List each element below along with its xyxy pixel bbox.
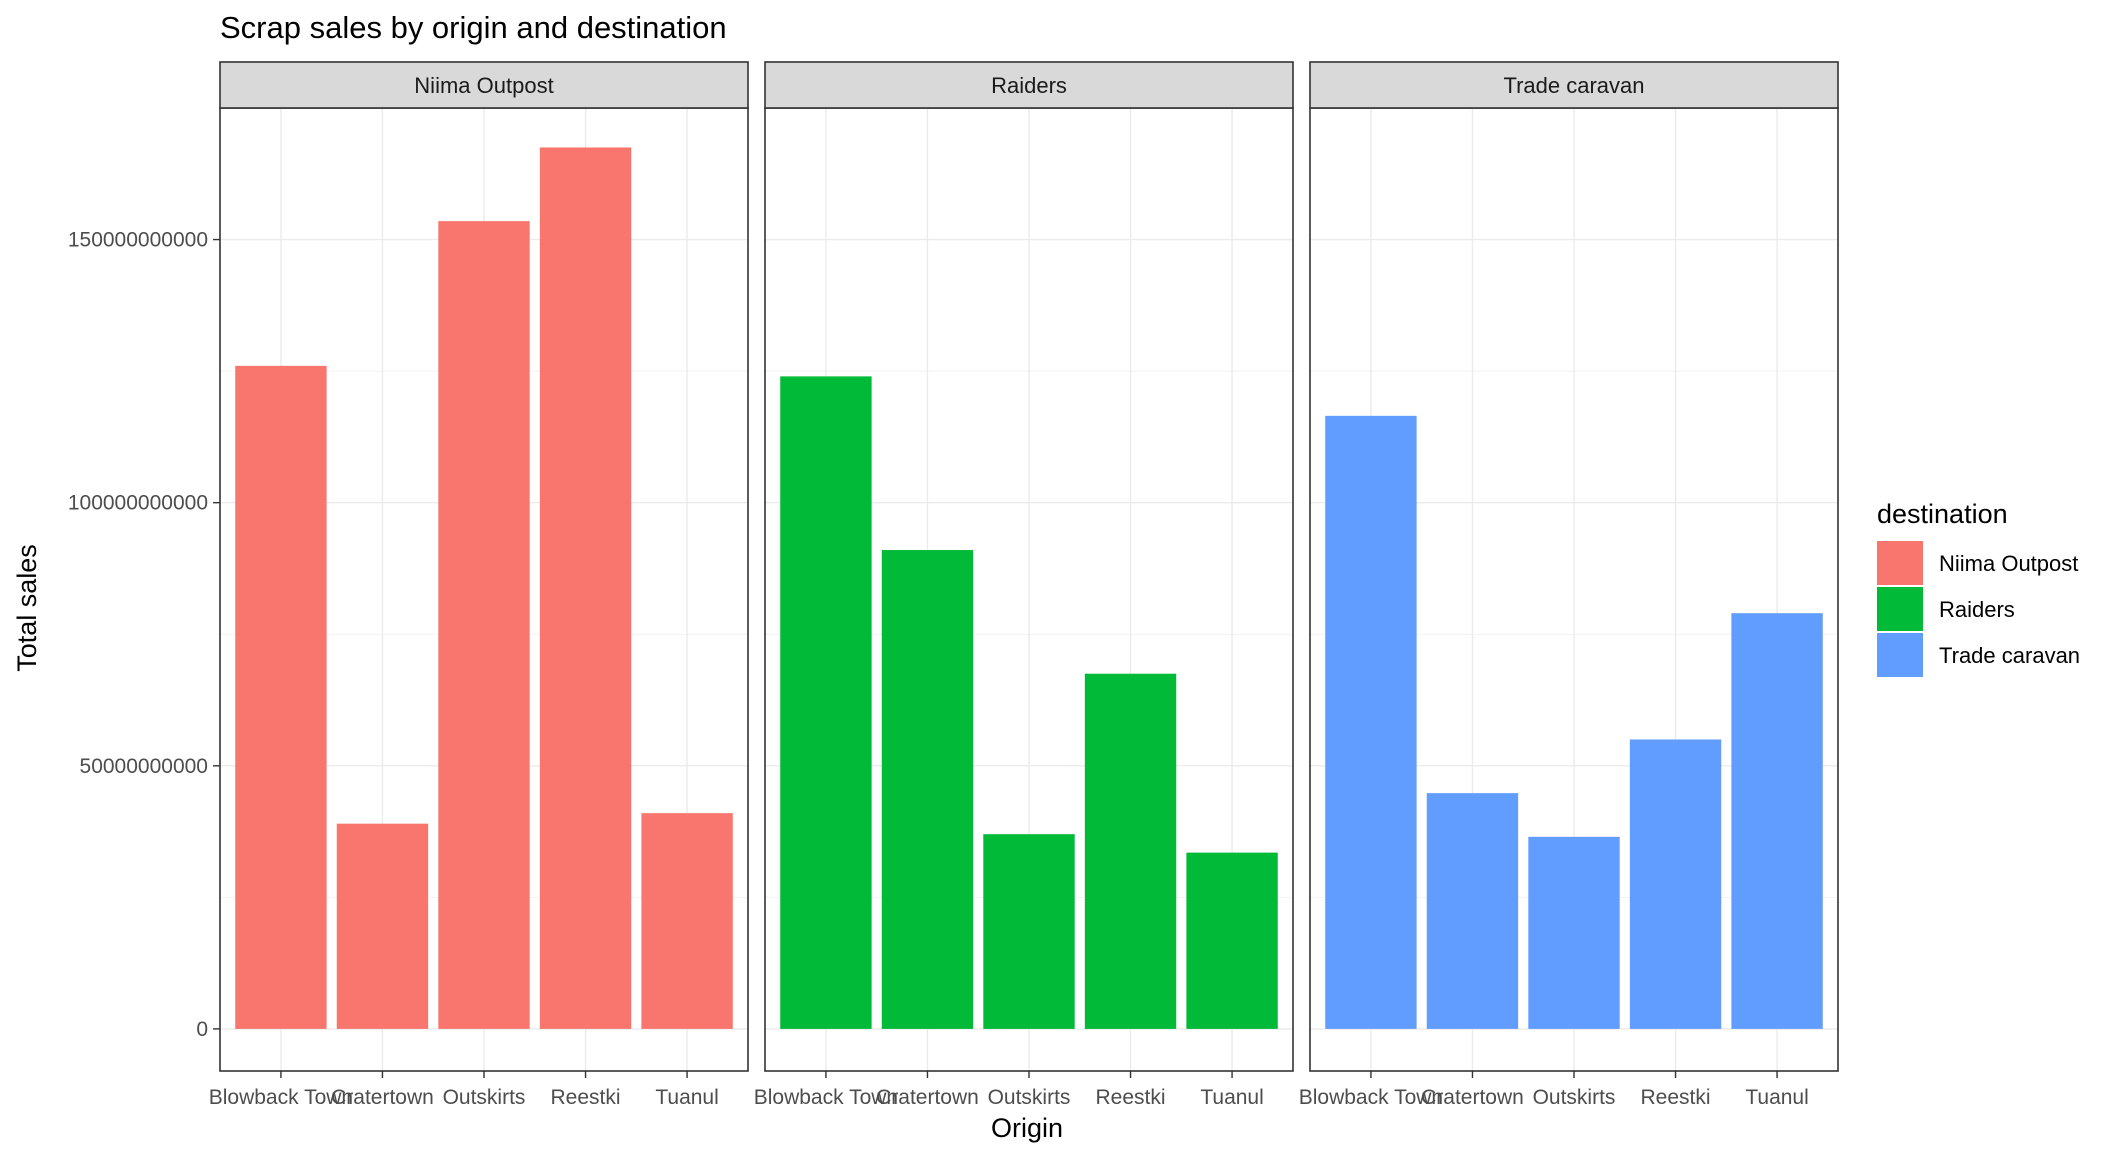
bar bbox=[983, 834, 1075, 1029]
legend-label: Raiders bbox=[1939, 597, 2015, 622]
legend-key bbox=[1877, 541, 1923, 585]
x-tick-label: Outskirts bbox=[988, 1086, 1071, 1109]
plot-area: Niima Outpost Raiders Trade caravan bbox=[219, 61, 1839, 1072]
x-tick-label: Tuanul bbox=[655, 1086, 718, 1109]
chart-title: Scrap sales by origin and destination bbox=[220, 10, 727, 45]
legend-label: Niima Outpost bbox=[1939, 551, 2078, 576]
bar bbox=[1325, 415, 1417, 1029]
x-tick-label: Outskirts bbox=[443, 1086, 526, 1109]
x-tick-label: Reestki bbox=[551, 1086, 621, 1109]
y-tick-label: 50000000000 bbox=[80, 755, 208, 778]
legend: destination Niima Outpost Raiders Trade car… bbox=[1877, 499, 2080, 677]
bar bbox=[1084, 673, 1177, 1029]
legend-key bbox=[1877, 587, 1923, 631]
bar bbox=[1629, 739, 1722, 1029]
bar bbox=[235, 365, 327, 1029]
x-tick-label: Reestki bbox=[1641, 1086, 1711, 1109]
x-tick-label: Tuanul bbox=[1200, 1086, 1263, 1109]
facet-strip bbox=[1309, 61, 1839, 109]
bar bbox=[539, 147, 632, 1029]
legend-title: destination bbox=[1877, 499, 2008, 529]
x-tick-label: Reestki bbox=[1096, 1086, 1166, 1109]
bar bbox=[641, 813, 733, 1029]
x-tick-label: Outskirts bbox=[1533, 1086, 1616, 1109]
facet-strip bbox=[219, 61, 749, 109]
x-tick-label: Cratertown bbox=[331, 1086, 434, 1109]
bar bbox=[1731, 613, 1823, 1029]
bar bbox=[336, 823, 429, 1029]
legend-label: Trade caravan bbox=[1939, 643, 2080, 668]
facet-strip-label: Trade caravan bbox=[1503, 73, 1644, 98]
facet-strip-label: Niima Outpost bbox=[414, 73, 553, 98]
facet-strip-label: Raiders bbox=[991, 73, 1067, 98]
x-tick-label: Blowback Town bbox=[754, 1086, 898, 1109]
y-tick-label: 150000000000 bbox=[68, 229, 208, 252]
bar bbox=[1426, 793, 1519, 1029]
x-tick-label: Blowback Town bbox=[1299, 1086, 1443, 1109]
legend-key bbox=[1877, 633, 1923, 677]
x-tick-label: Tuanul bbox=[1745, 1086, 1808, 1109]
facet-strip bbox=[764, 61, 1294, 109]
bar bbox=[1186, 852, 1278, 1029]
x-tick-label: Blowback Town bbox=[209, 1086, 353, 1109]
bar bbox=[438, 221, 530, 1029]
y-tick-label: 0 bbox=[196, 1018, 208, 1041]
bar bbox=[881, 550, 974, 1029]
bar bbox=[780, 376, 872, 1029]
x-tick-label: Cratertown bbox=[1421, 1086, 1524, 1109]
x-tick-label: Cratertown bbox=[876, 1086, 979, 1109]
y-axis-title: Total sales bbox=[12, 544, 42, 672]
bar bbox=[1528, 836, 1620, 1029]
y-tick-label: 100000000000 bbox=[68, 492, 208, 515]
x-axis-title: Origin bbox=[991, 1113, 1063, 1143]
